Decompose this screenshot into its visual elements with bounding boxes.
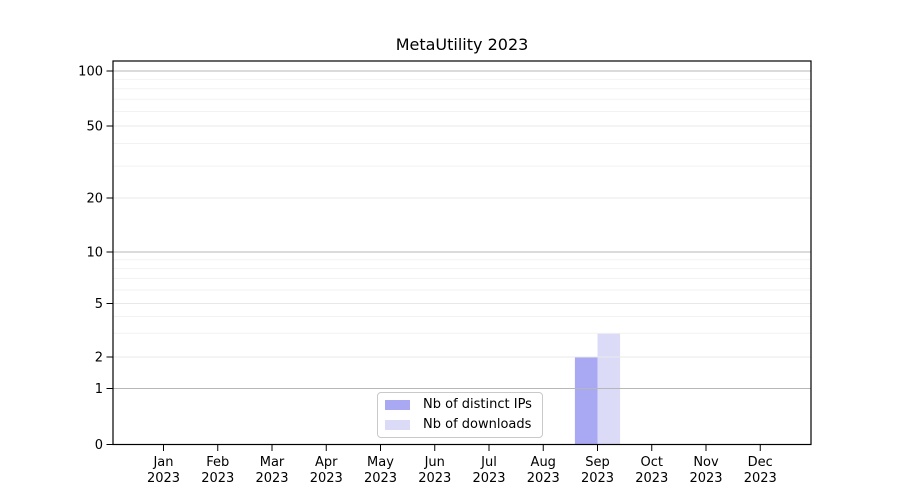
x-tick-label: Apr 2023 [310,455,343,486]
legend-label: Nb of distinct IPs [423,397,532,412]
legend-swatch [385,420,410,430]
x-tick-label: Jun 2023 [418,455,451,486]
x-tick-label: Dec 2023 [744,455,777,486]
legend-item: Nb of downloads [385,417,532,433]
x-tick-label: Mar 2023 [255,455,288,486]
gridlines [113,70,811,389]
chart-title: MetaUtility 2023 [395,35,529,54]
plot-border [112,60,812,446]
y-tick-label: 5 [95,297,103,312]
legend-item: Nb of distinct IPs [385,397,532,413]
x-tick-label: Jan 2023 [147,455,180,486]
y-tick-label: 1 [95,382,103,397]
x-tick-label: Nov 2023 [689,455,722,486]
y-tick-label: 2 [95,351,103,366]
x-tick-label: Aug 2023 [527,455,560,486]
legend-swatch [385,400,410,410]
y-tick-label: 20 [86,192,103,207]
x-tick-label: Jul 2023 [472,455,505,486]
y-tick-label: 100 [78,65,103,80]
x-axis: Jan 2023 Feb 2023 Mar 2023 Apr 2023 May 2023 Jun 20… [147,444,777,486]
y-axis: 0 1 2 5 10 20 50 100 [78,65,113,453]
y-tick-label: 10 [86,246,103,261]
y-tick-label: 0 [95,438,103,453]
y-tick-label: 50 [86,120,103,135]
bar-nb-of-distinct-ips [574,357,598,445]
chart-legend: Nb of distinct IPs Nb of downloads [377,392,543,438]
x-tick-label: Sep 2023 [581,455,614,486]
legend-label: Nb of downloads [423,417,532,432]
x-tick-label: Oct 2023 [635,455,668,486]
x-tick-label: May 2023 [364,455,397,486]
x-tick-label: Feb 2023 [201,455,234,486]
